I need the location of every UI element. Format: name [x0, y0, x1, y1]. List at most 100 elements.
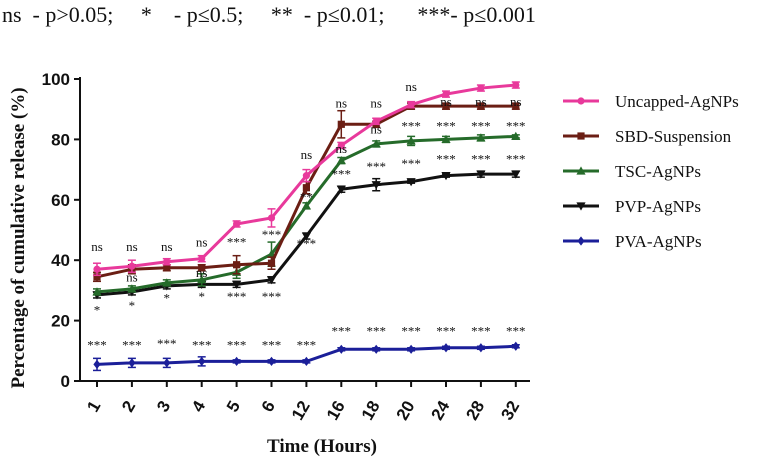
- pvp-agnps-point: [232, 280, 242, 289]
- x-axis-title: Time (Hours): [267, 436, 377, 457]
- tsc-agnps-point: [127, 284, 137, 293]
- x-tick-label: 1: [83, 398, 104, 416]
- significance-annotation: ***: [366, 324, 386, 339]
- significance-annotation: *: [164, 290, 171, 305]
- tsc-agnps-point: [92, 287, 102, 296]
- uncapped-agnps-point: [233, 220, 241, 228]
- uncapped-agnps-point: [477, 84, 485, 92]
- sbd-suspension-point: [233, 261, 241, 269]
- tsc-agnps-point: [371, 139, 381, 148]
- uncapped-agnps-point: [198, 255, 206, 263]
- uncapped-agnps-point: [442, 90, 450, 98]
- sbd-suspension-point: [477, 102, 485, 110]
- pvp-agnps-point: [336, 185, 346, 194]
- significance-annotation: ***: [122, 337, 142, 352]
- sbd-suspension-point: [512, 102, 520, 110]
- significance-annotation: ***: [471, 118, 491, 133]
- pva-agnps-point: [267, 356, 276, 366]
- significance-annotation: ns: [475, 94, 487, 109]
- tsc-agnps-point: [301, 201, 311, 210]
- x-tick-label: 5: [223, 398, 244, 416]
- uncapped-agnps-point: [337, 141, 345, 150]
- x-tick-label: 24: [428, 397, 454, 423]
- significance-annotation: ***: [436, 152, 456, 167]
- legend-label-pva-agnps: PVA-AgNPs: [615, 232, 702, 251]
- significance-annotation: ***: [262, 227, 282, 242]
- x-tick-label: 6: [258, 398, 279, 416]
- pva-agnps-point: [128, 358, 136, 368]
- x-tick-label: 3: [153, 398, 174, 416]
- y-tick-label: 40: [51, 251, 70, 270]
- legend-marker-uncapped-agnps: [577, 97, 585, 105]
- pva-agnps-point: [477, 343, 485, 353]
- significance-annotation: ns: [126, 269, 138, 284]
- uncapped-agnps-point: [302, 172, 310, 180]
- significance-annotation: ns: [510, 94, 522, 109]
- pvp-agnps-point: [406, 178, 416, 187]
- significance-annotation: ns: [405, 79, 417, 94]
- significance-annotation: ns: [196, 265, 208, 280]
- significance-annotation: ***: [227, 337, 247, 352]
- pva-agnps-point: [163, 358, 171, 368]
- y-tick-label: 60: [51, 191, 70, 210]
- significance-annotation: *: [198, 289, 205, 304]
- significance-annotation: ***: [436, 118, 456, 133]
- significance-annotation: **: [300, 189, 313, 204]
- significance-annotation: ***: [87, 337, 107, 352]
- tsc-agnps-point: [511, 131, 521, 140]
- significance-annotation: *: [129, 298, 136, 313]
- uncapped-agnps-point: [372, 117, 380, 125]
- x-tick-label: 2: [118, 398, 139, 416]
- significance-annotation: ***: [506, 118, 526, 133]
- significance-annotation: ***: [401, 324, 421, 339]
- sbd-suspension-point: [337, 120, 345, 128]
- significance-annotation: ns: [440, 94, 452, 109]
- uncapped-agnps-point: [163, 258, 171, 266]
- pva-agnps-point: [302, 356, 310, 366]
- pvp-agnps-point: [476, 170, 486, 179]
- legend-label-tsc-agnps: TSC-AgNPs: [615, 162, 701, 181]
- significance-annotation: ns: [91, 239, 103, 254]
- x-tick-label: 20: [393, 398, 419, 424]
- significance-annotation: ns: [370, 121, 382, 136]
- legend-label-sbd-suspension: SBD-Suspension: [615, 127, 732, 146]
- significance-annotation: ***: [506, 152, 526, 167]
- significance-annotation: ***: [297, 337, 317, 352]
- significance-annotation: ns: [126, 239, 138, 254]
- y-tick-label: 100: [42, 70, 70, 89]
- x-tick-label: 16: [323, 398, 349, 424]
- significance-annotation: ***: [401, 156, 421, 171]
- sbd-suspension-point: [163, 264, 171, 272]
- tsc-agnps-point: [441, 134, 451, 143]
- significance-annotation: ns: [336, 96, 348, 111]
- significance-annotation: ns: [370, 96, 382, 111]
- significance-annotation: ***: [332, 167, 352, 182]
- y-tick-label: 80: [51, 130, 70, 149]
- sbd-suspension-point: [93, 273, 101, 281]
- legend-marker-tsc-agnps: [576, 166, 586, 175]
- pvp-agnps-point: [441, 172, 451, 181]
- x-tick-label: 18: [358, 398, 384, 424]
- significance-annotation: ***: [471, 152, 491, 167]
- significance-annotation: ***: [227, 289, 247, 304]
- significance-annotation: ns: [161, 239, 173, 254]
- sbd-suspension-point: [198, 264, 206, 272]
- significance-annotation: ***: [227, 235, 247, 250]
- significance-annotation: ***: [192, 337, 212, 352]
- y-tick-label: 20: [51, 312, 70, 331]
- pva-agnps-point: [372, 344, 380, 354]
- x-tick-label: 12: [288, 398, 314, 424]
- x-tick-label: 4: [188, 397, 209, 415]
- legend-label-pvp-agnps: PVP-AgNPs: [615, 197, 701, 216]
- legend-marker-sbd-suspension: [577, 132, 585, 140]
- tsc-agnps-point: [406, 136, 416, 145]
- significance-annotation: ***: [332, 324, 352, 339]
- pva-agnps-point: [442, 343, 450, 353]
- pva-agnps-point: [93, 359, 101, 369]
- significance-annotation: ***: [436, 324, 456, 339]
- significance-annotation: ns: [336, 141, 348, 156]
- significance-annotation: ***: [262, 289, 282, 304]
- x-tick-label: 28: [462, 398, 488, 424]
- legend-marker-pva-agnps: [577, 236, 585, 246]
